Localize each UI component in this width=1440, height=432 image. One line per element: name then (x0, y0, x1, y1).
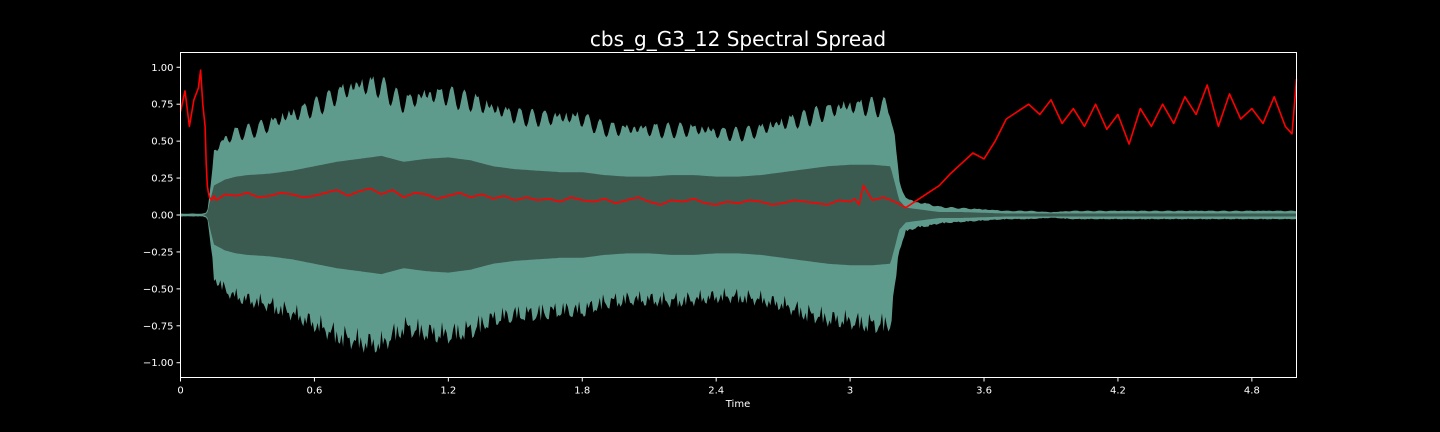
x-axis: 0 0.6 1.2 1.8 2.4 3 3.6 4.2 4.8 (177, 377, 1260, 397)
y-tick-label: 0.25 (151, 174, 173, 185)
y-tick-label: −0.25 (143, 247, 174, 258)
x-tick-label: 3.6 (976, 386, 992, 397)
plot-frame (180, 52, 1297, 378)
x-tick-label: 3 (847, 386, 853, 397)
y-tick-label: −0.50 (143, 284, 174, 295)
x-axis-label: Time (725, 399, 750, 410)
x-tick-label: 1.8 (574, 386, 590, 397)
x-tick-label: 4.2 (1110, 386, 1126, 397)
y-tick-label: 1.00 (151, 63, 173, 74)
x-tick-label: 0 (177, 386, 183, 397)
y-tick-label: 0.75 (151, 100, 173, 111)
x-tick-label: 4.8 (1244, 386, 1260, 397)
plot-area (179, 69, 1298, 353)
y-tick-label: −1.00 (143, 358, 174, 369)
y-tick-label: 0.00 (151, 211, 173, 222)
y-axis: 1.00 0.75 0.50 0.25 0.00 −0.25 −0.50 −0.75 −1.00 (143, 63, 181, 369)
y-tick-label: 0.50 (151, 137, 173, 148)
x-tick-label: 2.4 (708, 386, 724, 397)
spectral-spread-line (179, 69, 1298, 209)
chart-title: cbs_g_G3_12 Spectral Spread (590, 27, 886, 51)
x-tick-label: 0.6 (306, 386, 322, 397)
x-tick-label: 1.2 (440, 386, 456, 397)
waveform-inner (180, 155, 1297, 275)
y-tick-label: −0.75 (143, 321, 174, 332)
